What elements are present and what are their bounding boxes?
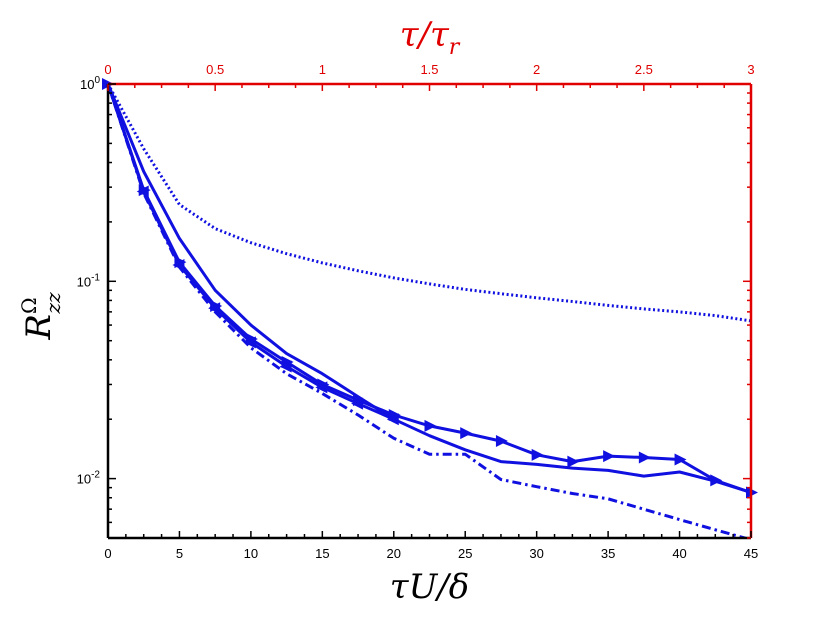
series-2: [108, 83, 752, 494]
x-tick-label: 45: [744, 546, 758, 561]
series-5-marker: [208, 302, 221, 315]
y-axis-title-main: R: [19, 314, 59, 341]
y-tick-label-exponent: 0: [94, 75, 100, 86]
x-tick-label: 30: [529, 546, 543, 561]
x2-tick-label: 2: [533, 62, 540, 77]
series-2-line: [108, 83, 752, 494]
x2-axis-title: τ/τr: [400, 15, 461, 60]
x2-tick-label: 3: [747, 62, 754, 77]
y-tick-label-base: 10: [77, 274, 91, 289]
x-tick-label: 25: [458, 546, 472, 561]
y-tick-label: 10-2: [77, 470, 101, 487]
x2-axis-title-main: τ/τ: [400, 15, 450, 55]
y-axis-title-superscript: Ω: [17, 297, 41, 314]
x2-tick-label: 0: [104, 62, 111, 77]
x-tick-label: 5: [176, 546, 183, 561]
series-4-line: [108, 83, 751, 538]
series-3-marker: [460, 427, 473, 440]
series-5-marker: [315, 381, 328, 394]
x2-tick-label: 1: [319, 62, 326, 77]
labels-layer: 0 5 10 15 20 25 30 35 40 450 0.5 1 1.5 2 2.5 310-210-11…: [17, 15, 758, 607]
y-axis-title-subscript: zz: [41, 292, 65, 315]
series-5-marker: [243, 336, 256, 349]
series-5-line: [108, 83, 395, 421]
series-3-marker: [531, 448, 544, 461]
series-5-marker: [136, 185, 149, 198]
series-5-marker: [279, 360, 292, 373]
series-1-line: [108, 83, 752, 323]
axes-layer: [106, 82, 753, 540]
y-tick-label: 100: [80, 75, 100, 92]
series-5-marker: [351, 397, 364, 410]
y-axis-title: RΩzz: [17, 292, 65, 341]
x-tick-label: 40: [672, 546, 686, 561]
y-tick-label-base: 10: [80, 77, 94, 92]
series-4: [108, 83, 751, 538]
series-5-marker: [172, 258, 185, 271]
series-3-marker: [495, 435, 508, 448]
x-tick-label: 20: [387, 546, 401, 561]
series-3-marker: [710, 474, 723, 487]
y-tick-label: 10-1: [77, 272, 101, 289]
y-tick-label-exponent: -2: [91, 470, 100, 481]
series-3-marker: [674, 453, 687, 466]
x2-tick-label: 1.5: [420, 62, 438, 77]
y-tick-label-base: 10: [77, 472, 91, 487]
series-3-line: [108, 83, 752, 494]
x-tick-label: 35: [601, 546, 615, 561]
series-3-marker: [638, 451, 651, 464]
series-3-marker: [603, 450, 616, 463]
series-5-marker: [386, 413, 399, 426]
series-1: [108, 83, 752, 323]
series-3-marker: [567, 455, 580, 468]
series-3-marker: [424, 419, 437, 432]
x-tick-label: 15: [315, 546, 329, 561]
x-tick-label: 10: [244, 546, 258, 561]
x-tick-label: 0: [104, 546, 111, 561]
series-5: [108, 83, 399, 426]
x2-axis-title-subscript: r: [449, 35, 461, 60]
y-tick-label-exponent: -1: [91, 272, 100, 283]
x2-tick-label: 0.5: [206, 62, 224, 77]
x2-tick-label: 2.5: [635, 62, 653, 77]
x-axis-title: τU/δ: [390, 567, 469, 607]
series-layer: [102, 78, 758, 538]
